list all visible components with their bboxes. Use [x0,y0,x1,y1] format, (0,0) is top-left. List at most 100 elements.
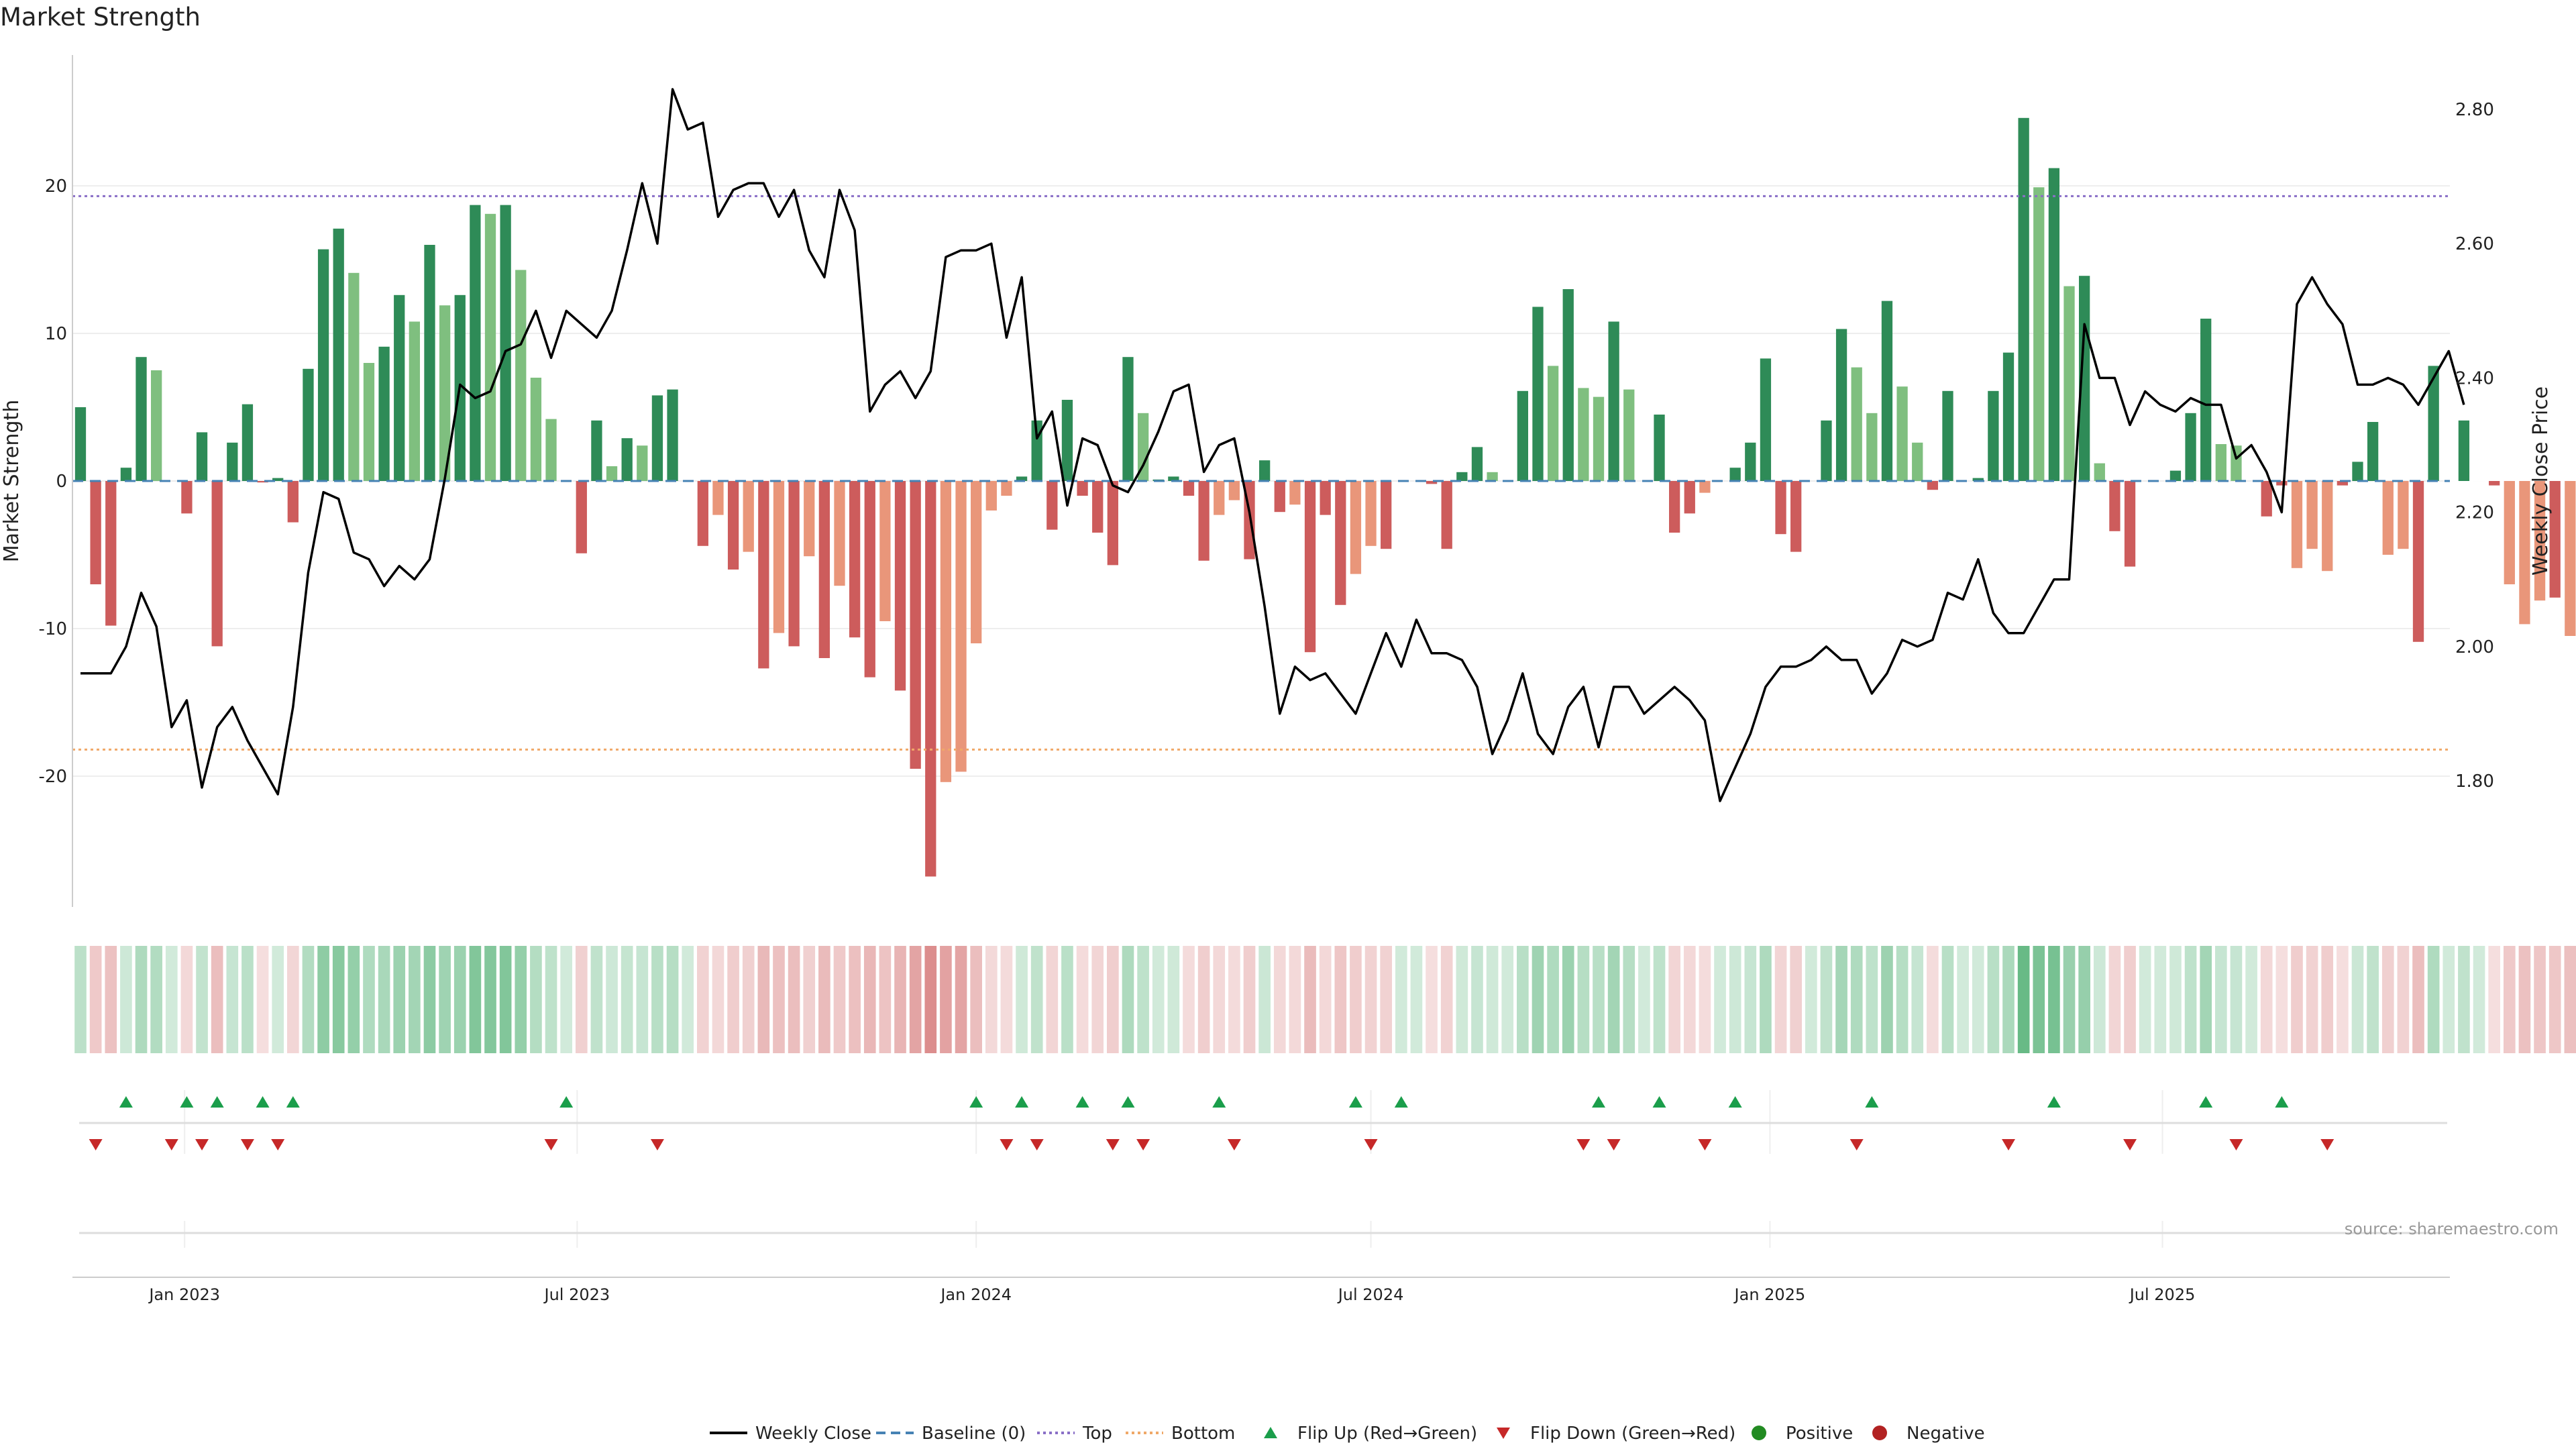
strength-bar [378,346,390,481]
flip-markers [79,1096,2447,1234]
strip-cell [1426,946,1438,1053]
strength-bar [2306,481,2318,549]
strength-bar [910,481,921,769]
strength-bar [1775,481,1786,535]
x-tick-label: Jan 2025 [1733,1285,1806,1304]
strength-bar [241,404,254,481]
strip-cell [1699,946,1711,1053]
strip-cell [1835,946,1847,1053]
strip-cell [2564,946,2576,1053]
strength-bar [484,213,496,481]
strip-cell [2427,946,2440,1053]
strength-bar [2322,481,2333,572]
strength-bar [257,481,268,483]
strip-cell [1364,946,1377,1053]
strength-bar [2428,366,2439,481]
strip-cell [2534,946,2546,1053]
flip-down-marker [2229,1139,2243,1150]
strip-cell [651,946,663,1053]
strength-bar [1562,289,1574,481]
strip-cell [636,946,649,1053]
strip-cell [2093,946,2106,1053]
flip-up-marker [1121,1096,1135,1108]
strip-cell [1729,946,1741,1053]
strip-cell [2518,946,2531,1053]
strip-cell [2548,946,2561,1053]
strength-bar [1972,478,1984,481]
strip-cell [1593,946,1605,1053]
strength-bar [363,363,375,481]
strip-cell [2245,946,2257,1053]
axes: -20 -10 0 10 20 1.80 2.00 2.20 2.40 2.60 2.80 Marke… [0,55,2553,1304]
strip-cell [1137,946,1149,1053]
strength-bar [637,445,648,481]
strip-cell [712,946,724,1053]
flip-down-marker [1227,1139,1241,1150]
strip-cell [1440,946,1453,1053]
weekly-close-line [80,88,2465,802]
legend-label: Flip Down (Green→Red) [1530,1424,1735,1444]
strength-bar [1988,390,1999,481]
flip-down-marker [1607,1139,1621,1150]
strength-bar [1137,413,1149,481]
legend-label: Top [1082,1424,1112,1444]
strip-cell [1061,946,1073,1053]
flip-up-marker [2047,1096,2061,1108]
strength-bar [105,481,117,626]
strip-cell [1987,946,2000,1053]
strength-bar [1001,481,1012,496]
strip-cell [1395,946,1407,1053]
strip-cell [727,946,739,1053]
strip-cell [1517,946,1529,1053]
strength-bar [394,294,405,481]
strip-cell [105,946,117,1053]
y-tick-label: 10 [45,324,67,344]
strength-bar [591,420,602,481]
strip-cell [1350,946,1362,1053]
strength-bar [500,205,511,481]
flip-down-marker [2320,1139,2334,1150]
strength-bar [287,481,299,523]
strip-cell [1486,946,1499,1053]
strip-cell [241,946,254,1053]
strength-bar [1487,472,1498,481]
strength-bar [1760,358,1772,481]
strip-cell [985,946,998,1053]
strength-bar [1198,481,1210,561]
strength-bar [1258,460,1271,481]
flip-down-marker [2002,1139,2016,1150]
strip-cell [1760,946,1772,1053]
flip-up-marker [1652,1096,1666,1108]
strength-bar [1350,481,1362,574]
strip-cell [818,946,830,1053]
flip-up-marker [969,1096,983,1108]
strength-bar [606,466,618,481]
strip-cell [1289,946,1301,1053]
strength-bar [879,481,891,621]
strip-cell [1638,946,1650,1053]
strip-cell [863,946,876,1053]
strip-cell [2260,946,2273,1053]
strip-cell [120,946,132,1053]
strength-bar [272,478,284,481]
strip-cell [317,946,329,1053]
strength-bar [1790,481,1802,552]
flip-down-marker [650,1139,664,1150]
strength-bar [925,481,936,877]
strip-cell [1471,946,1483,1053]
strip-cell [74,946,87,1053]
price-line-layer [80,88,2465,802]
strip-cell [2458,946,2470,1053]
strength-bar [120,468,132,481]
strength-bar [894,481,906,691]
strength-bar [1092,481,1104,533]
strip-cell [1972,946,1984,1053]
strength-bar [1866,413,1878,481]
strip-cell [2017,946,2030,1053]
strength-bar [2018,117,2029,482]
strength-bar [1684,481,1695,514]
flip-up-marker [1865,1096,1879,1108]
strength-bar [1593,396,1605,481]
reference-lines [72,195,2450,751]
strip-cell [150,946,162,1053]
